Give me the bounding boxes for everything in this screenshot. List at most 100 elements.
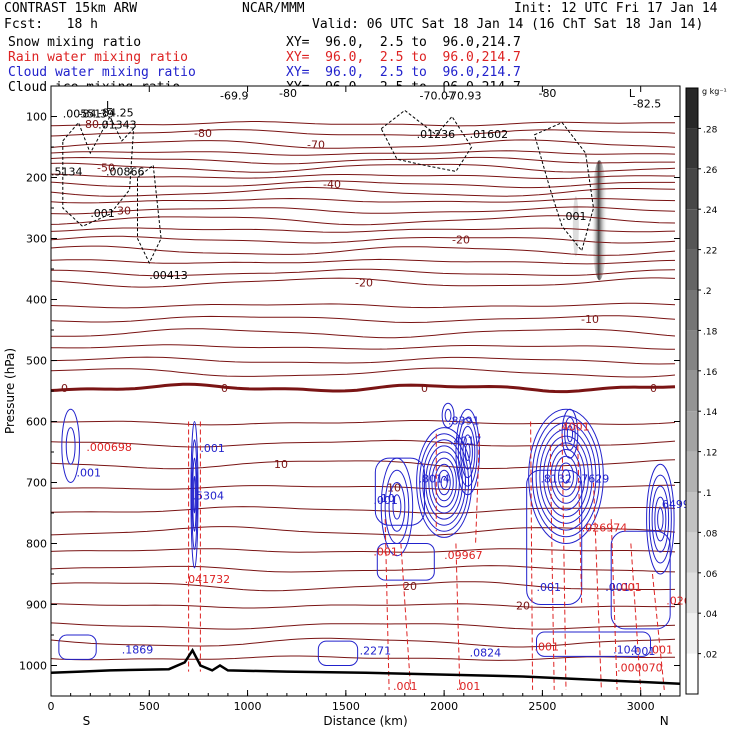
isotherm-line	[50, 227, 676, 233]
cloud-water-contour	[648, 474, 672, 564]
colorbar-tick-label: .22	[703, 247, 717, 257]
x-axis-label: Distance (km)	[323, 714, 407, 728]
colorbar-swatch	[686, 209, 698, 250]
cloud-water-contour	[431, 457, 457, 508]
zero-isotherm-label: 0	[61, 382, 68, 395]
contour-annotation: .00551	[63, 108, 101, 121]
colorbar-tick-label: .16	[703, 368, 718, 378]
cloud-water-contour	[440, 475, 448, 490]
x-tick-label: 2000	[430, 700, 458, 713]
contour-annotation: .10	[377, 492, 395, 505]
isotherm-line	[50, 156, 675, 165]
contour-annotation: .001	[649, 643, 674, 656]
isotherm-label: 10	[274, 458, 288, 471]
isotherm-label: -30	[113, 204, 131, 217]
contour-annotation: .2271	[360, 645, 392, 658]
isotherm-line	[50, 655, 676, 661]
cloud-water-contour	[558, 462, 574, 491]
contour-annotation: .4017	[450, 435, 482, 448]
zero-isotherm-label: 0	[421, 382, 428, 395]
contour-annotation: .001	[373, 494, 398, 507]
isotherm-line	[50, 173, 675, 180]
contour-annotation: .041732	[185, 573, 231, 586]
y-tick-label: 900	[26, 599, 47, 612]
isotherm-label: -70	[307, 139, 325, 152]
isotherm-label: -40	[323, 178, 341, 191]
colorbar-tick-label: .1	[703, 489, 712, 499]
isotherm-line	[50, 150, 676, 156]
legend-snow: Snow mixing ratio	[8, 35, 142, 50]
legend-rain: Rain water mixing ratio	[8, 50, 189, 65]
contour-annotation: -82.5	[633, 97, 661, 110]
cloud-water-contour	[651, 485, 670, 553]
isotherm-line	[50, 215, 676, 226]
cloud-water-contour	[392, 494, 402, 520]
contour-annotation: .01343	[98, 119, 137, 132]
isotherm-line	[50, 439, 676, 448]
isotherm-line	[50, 367, 676, 378]
contour-annotation: .001	[456, 680, 481, 693]
colorbar-tick-label: .24	[703, 206, 718, 216]
colorbar-swatch	[686, 168, 698, 210]
rain-water-contour	[455, 543, 461, 690]
contour-annotation: .000070	[617, 662, 663, 675]
isotherm-label: -20	[452, 234, 470, 247]
contour-annotation: .4001	[558, 421, 590, 434]
rain-water-contour	[400, 543, 412, 690]
isotherm-line	[50, 622, 676, 630]
cloud-water-contour	[654, 496, 667, 542]
snow-shading	[572, 196, 579, 257]
colorbar-swatch	[686, 532, 698, 573]
cloud-water-contour	[457, 417, 478, 487]
rain-water-contour	[549, 445, 555, 690]
contour-annotation: .01602	[470, 128, 509, 141]
colorbar-tick-label: .02	[703, 651, 717, 661]
snow-shading	[591, 160, 608, 281]
isotherm-line	[50, 637, 676, 648]
cloud-water-contour	[437, 469, 451, 496]
colorbar-swatch	[686, 653, 698, 694]
rain-water-contour	[530, 421, 534, 690]
contour-annotation: L	[106, 99, 113, 112]
colorbar-swatch	[686, 330, 698, 371]
section-rain: XY= 96.0, 2.5 to 96.0,214.7	[286, 50, 521, 65]
colorbar-swatch	[686, 451, 698, 492]
contour-annotation: .001	[605, 581, 630, 594]
x-end-label-north: N	[660, 714, 669, 728]
rain-water-contour	[593, 482, 602, 690]
cloud-ice-contour	[380, 109, 473, 172]
zero-isotherm-label: 0	[221, 382, 228, 395]
isotherm-line	[50, 603, 675, 609]
rain-water-contour	[384, 519, 390, 690]
rain-water-contour	[630, 543, 642, 690]
contour-annotation: .7629	[578, 473, 610, 486]
zero-isotherm	[50, 382, 676, 394]
cloud-water-contour	[419, 433, 470, 532]
cloud-water-contour	[65, 427, 76, 465]
cloud-water-contour	[190, 421, 199, 569]
contour-annotation: -69.9	[220, 89, 248, 102]
contour-annotation: .09967	[444, 549, 483, 562]
cloud-water-contour	[61, 408, 81, 483]
x-tick-label: 2500	[528, 700, 556, 713]
contour-annotation: -84.39	[79, 108, 114, 121]
cloud-water-contour	[434, 463, 454, 502]
contour-annotation: .001	[617, 581, 642, 594]
contour-annotation: .1869	[122, 643, 154, 656]
cloud-water-contour	[58, 634, 97, 660]
cloud-water-contour	[531, 415, 601, 538]
contour-annotation: .000698	[86, 441, 132, 454]
isotherm-line	[50, 268, 676, 277]
isotherm-line	[50, 459, 676, 470]
y-axis-label: Pressure (hPa)	[3, 348, 17, 434]
x-tick-label: 1500	[332, 700, 360, 713]
legend-cloud-water: Cloud water mixing ratio	[8, 65, 196, 80]
contour-annotation: L	[629, 87, 636, 100]
contour-annotation: .0824	[470, 646, 502, 659]
x-end-label-south: S	[83, 714, 91, 728]
cloud-water-contour	[388, 482, 406, 532]
colorbar-swatch	[686, 249, 698, 290]
contour-annotation: .001	[535, 640, 560, 653]
isotherm-label: 20	[516, 600, 530, 613]
isotherm-label: 20	[403, 580, 417, 593]
